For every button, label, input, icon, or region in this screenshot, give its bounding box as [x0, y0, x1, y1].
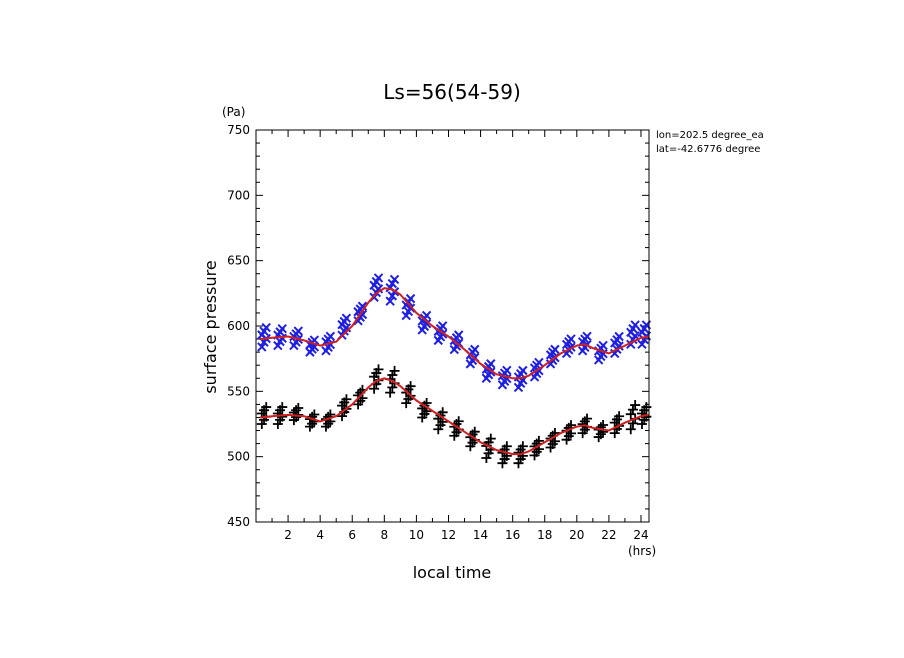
fit-curves — [259, 287, 650, 456]
chart-title: Ls=56(54-59) — [383, 80, 521, 104]
series-0-point — [614, 331, 624, 342]
y-tick-label: 450 — [227, 515, 250, 529]
series-1-point — [405, 381, 416, 392]
series-0-point — [454, 330, 464, 340]
series-1-point — [641, 402, 652, 413]
series-0-point — [637, 339, 647, 350]
series-0-point — [421, 318, 432, 329]
series-0-point — [598, 340, 608, 351]
series-1-point — [627, 404, 638, 415]
series-1-point — [614, 411, 625, 422]
series-1-point — [373, 364, 384, 375]
series-1-point — [595, 422, 606, 433]
x-tick-label: 20 — [569, 528, 584, 542]
series-0-point — [277, 323, 287, 334]
series-0-point — [486, 359, 496, 369]
series-1-point — [437, 407, 448, 418]
series-0-point — [534, 357, 544, 368]
data-points — [256, 273, 652, 469]
series-1-point — [385, 387, 396, 398]
series-1-point — [625, 424, 636, 435]
series-1-point — [277, 402, 288, 413]
series-1-point — [630, 400, 641, 411]
series-0-point — [357, 301, 368, 311]
series-1-point — [533, 435, 544, 446]
series-1-point — [481, 452, 492, 463]
series-0-point — [389, 274, 400, 285]
series-1-point — [469, 426, 480, 437]
series-0-point — [437, 321, 448, 331]
series-0-point — [518, 365, 528, 376]
y-tick-label: 600 — [227, 319, 250, 333]
series-0-point — [293, 326, 304, 336]
series-1-point — [369, 383, 380, 394]
series-0-point — [257, 342, 267, 352]
series-0-point — [566, 334, 576, 344]
y-unit-label: (Pa) — [222, 105, 245, 119]
series-0-point — [385, 296, 395, 306]
x-tick-label: 12 — [441, 528, 456, 542]
fit-curve-0 — [259, 287, 650, 380]
x-tick-label: 24 — [633, 528, 648, 542]
x-tick-label: 16 — [505, 528, 520, 542]
series-0-point — [405, 293, 416, 304]
series-0-point — [502, 365, 512, 376]
series-1-point — [598, 419, 609, 430]
series-1-point — [309, 409, 320, 420]
series-0-point — [261, 322, 271, 333]
y-tick-label: 700 — [227, 188, 250, 202]
plot-frame — [255, 129, 650, 523]
y-tick-label: 500 — [227, 450, 250, 464]
series-1-point — [501, 441, 512, 452]
series-1-point — [485, 433, 496, 444]
annotation-lon: lon=202.5 degree_ea — [656, 130, 764, 141]
x-tick-label: 4 — [316, 528, 324, 542]
y-tick-label: 750 — [227, 123, 250, 137]
axis-ticks: 2 4 6 8 10 12 14 16 18 20 22 2445050055060065070075… — [227, 123, 649, 542]
series-1-point — [291, 405, 302, 416]
series-0-point — [630, 320, 640, 330]
series-1-point — [453, 416, 464, 427]
series-0-point — [341, 313, 352, 323]
y-axis-label: surface pressure — [201, 260, 220, 393]
x-tick-label: 10 — [409, 528, 424, 542]
series-1-point — [625, 409, 636, 420]
x-axis-label: local time — [413, 563, 492, 582]
x-tick-label: 18 — [537, 528, 552, 542]
annotation-lat: lat=-42.6776 degree — [656, 144, 760, 155]
fit-curve-1 — [259, 377, 650, 456]
x-tick-label: 8 — [381, 528, 389, 542]
series-1-point — [389, 365, 400, 376]
series-1-point — [517, 441, 528, 452]
series-0-point — [357, 309, 368, 320]
series-0-point — [373, 273, 384, 283]
series-1-point — [341, 394, 352, 405]
series-0-point — [582, 331, 592, 342]
y-tick-label: 550 — [227, 384, 250, 398]
x-tick-label: 6 — [348, 528, 356, 542]
x-tick-label: 22 — [601, 528, 616, 542]
x-tick-label: 2 — [284, 528, 292, 542]
series-1-point — [582, 413, 593, 424]
series-1-point — [261, 402, 272, 413]
series-0-point — [325, 331, 336, 342]
series-0-point — [470, 344, 480, 355]
x-unit-label: (hrs) — [628, 544, 656, 558]
y-tick-label: 650 — [227, 254, 250, 268]
x-tick-label: 14 — [473, 528, 488, 542]
series-1-point — [293, 402, 304, 413]
series-0-point — [550, 344, 560, 355]
